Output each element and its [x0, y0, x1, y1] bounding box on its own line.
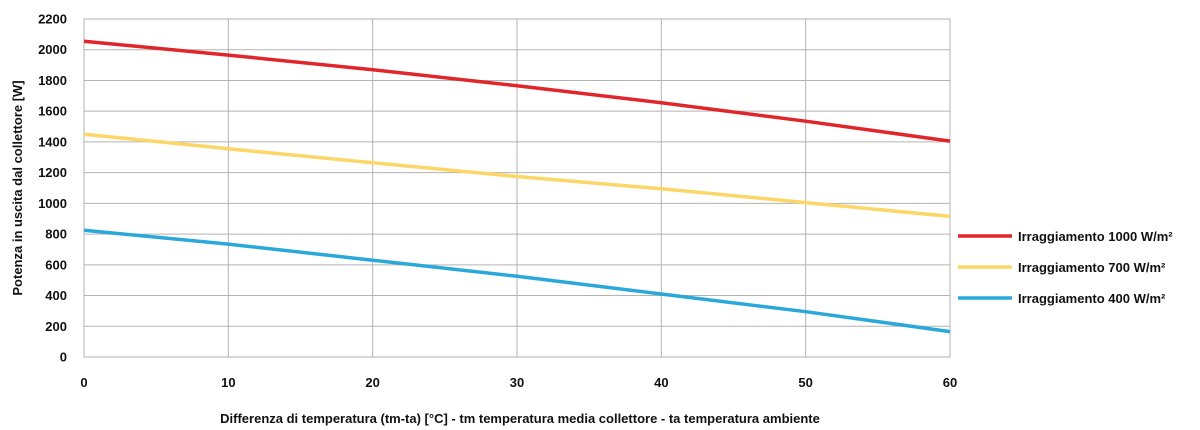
y-tick-label: 200 — [45, 319, 67, 334]
chart-series — [83, 39, 951, 334]
y-axis-title: Potenza in uscita dal collettore [W] — [10, 80, 25, 295]
x-axis-ticks: 0 10 20 30 40 50 60 — [80, 375, 957, 390]
x-tick-label: 20 — [365, 375, 379, 390]
y-tick-label: 800 — [45, 227, 67, 242]
y-tick-label: 2200 — [38, 12, 67, 27]
y-tick-label: 1200 — [38, 165, 67, 180]
x-tick-label: 40 — [654, 375, 668, 390]
legend-label-0: Irraggiamento 1000 W/m² — [1018, 229, 1173, 244]
x-tick-label: 60 — [943, 375, 957, 390]
y-tick-label: 400 — [45, 288, 67, 303]
x-tick-label: 30 — [510, 375, 524, 390]
y-tick-label: 1800 — [38, 73, 67, 88]
x-tick-label: 10 — [221, 375, 235, 390]
x-tick-label: 50 — [798, 375, 812, 390]
y-tick-label: 1000 — [38, 196, 67, 211]
legend-label-1: Irraggiamento 700 W/m² — [1018, 260, 1166, 275]
legend: Irraggiamento 1000 W/m² Irraggiamento 700… — [958, 229, 1173, 306]
legend-label-2: Irraggiamento 400 W/m² — [1018, 291, 1166, 306]
series-line-1 — [83, 132, 951, 219]
chart-grid — [83, 18, 951, 358]
x-axis-title: Differenza di temperatura (tm-ta) [°C] -… — [220, 411, 820, 426]
series-line-0 — [83, 39, 951, 143]
y-tick-label: 1400 — [38, 134, 67, 149]
y-tick-label: 1600 — [38, 104, 67, 119]
y-tick-label: 600 — [45, 257, 67, 272]
y-tick-label: 0 — [60, 350, 67, 365]
series-line-2 — [83, 228, 951, 334]
x-tick-label: 0 — [80, 375, 87, 390]
y-tick-label: 2000 — [38, 42, 67, 57]
y-axis-ticks: 0 200 400 600 800 1000 1200 1400 1600 1800 2000 220… — [38, 12, 67, 365]
